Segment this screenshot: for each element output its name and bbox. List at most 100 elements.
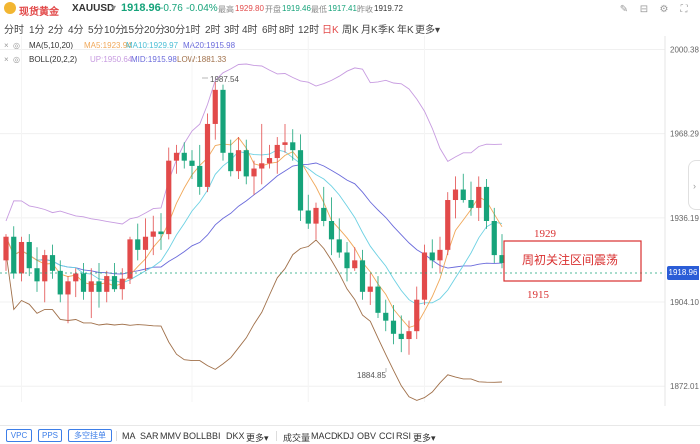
tab-0[interactable]: 分时 [4, 25, 24, 36]
sub-indicator-1[interactable]: MACD [311, 431, 338, 441]
boll-lower-line [5, 239, 503, 401]
tab-15[interactable]: 12时 [298, 25, 320, 36]
sub-indicator-6[interactable]: 更多▾ [413, 433, 436, 443]
boll-upper-line [5, 63, 503, 225]
sub-indicator-3[interactable]: OBV [357, 431, 377, 441]
tab-17[interactable]: 周K [342, 25, 359, 36]
main-indicator-5[interactable]: DKX [226, 431, 245, 441]
candle-body [367, 286, 373, 292]
tab-10[interactable]: 2时 [205, 25, 221, 36]
tab-4[interactable]: 5分 [88, 25, 104, 36]
sub-indicator-5[interactable]: RSI [396, 431, 412, 441]
open-label: 开盘 [265, 5, 281, 14]
eye-icon[interactable]: ◎ [13, 55, 20, 64]
tab-14[interactable]: 8时 [279, 25, 295, 36]
boll-label[interactable]: BOLL(20,2,2) [29, 55, 78, 64]
divider [116, 431, 117, 441]
tab-6[interactable]: 15分 [123, 25, 145, 36]
range-annotation-text: 周初关注区间震荡 [522, 252, 618, 267]
close-icon[interactable]: × [4, 55, 9, 64]
tab-2[interactable]: 2分 [48, 25, 64, 36]
bottom-button-0[interactable]: VPC [6, 429, 32, 442]
tab-12[interactable]: 4时 [242, 25, 258, 36]
y-tick-label: 2000.38 [670, 45, 699, 54]
sub-indicator-2[interactable]: KDJ [337, 431, 355, 441]
close-icon[interactable]: × [4, 41, 9, 50]
divider [276, 431, 277, 441]
tab-5[interactable]: 10分 [104, 25, 126, 36]
y-tick-label: 1968.29 [670, 130, 699, 139]
price-change: -0.76 [160, 3, 183, 14]
symbol-name[interactable]: 现货黄金 [19, 7, 59, 18]
tab-8[interactable]: 30分 [164, 25, 186, 36]
tab-1[interactable]: 1分 [29, 25, 45, 36]
candle-body [336, 239, 342, 253]
ma5-value: MA5:1923.94 [84, 41, 132, 50]
candle-body [460, 189, 466, 201]
settings-icon[interactable]: ⚙ [659, 4, 669, 15]
high-value: 1929.80 [235, 4, 264, 13]
y-tick-label: 1904.10 [670, 298, 699, 307]
low-label: 最低 [311, 5, 327, 14]
candle-body [212, 89, 218, 124]
main-indicator-1[interactable]: SAR [140, 431, 159, 441]
y-tick-label: 1936.19 [670, 214, 699, 223]
sub-indicator-0[interactable]: 成交量 [283, 433, 311, 443]
candle-body [421, 252, 428, 300]
last-price: 1918.96 [121, 2, 161, 14]
tab-19[interactable]: 季K [378, 25, 395, 36]
sub-indicator-4[interactable]: CCI [379, 431, 395, 441]
chevron-down-icon[interactable]: ▾ [111, 3, 117, 14]
main-indicator-3[interactable]: BOLL [183, 431, 207, 441]
bottom-button-2[interactable]: 多空挂单 [68, 429, 112, 442]
boll-legend: × ◎ BOLL(20,2,2) UP:1950.64 MID:1915.98 … [0, 54, 660, 68]
candle-body [11, 236, 17, 274]
eye-icon[interactable]: ◎ [13, 41, 20, 50]
bottom-button-1[interactable]: PPS [38, 429, 62, 442]
candle-body [282, 142, 288, 145]
tab-16[interactable]: 日K [322, 25, 339, 36]
candle-body [135, 239, 141, 250]
tab-13[interactable]: 6时 [262, 25, 278, 36]
main-indicator-2[interactable]: MMV [160, 431, 181, 441]
candle-body [344, 252, 350, 269]
ma-label[interactable]: MA(5,10,20) [29, 41, 74, 50]
main-indicator-6[interactable]: 更多▾ [246, 433, 269, 443]
tab-3[interactable]: 4分 [68, 25, 84, 36]
candle-body [18, 241, 25, 274]
symbol-code[interactable]: XAUUSD [72, 3, 115, 14]
candle-body [3, 236, 9, 261]
tab-21[interactable]: 更多▾ [415, 25, 441, 36]
fullscreen-icon[interactable]: ⛶ [680, 4, 688, 15]
main-indicator-0[interactable]: MA [122, 431, 136, 441]
tab-9[interactable]: 1时 [185, 25, 201, 36]
main-indicator-4[interactable]: BBI [206, 431, 221, 441]
candle-body [437, 249, 443, 261]
tab-18[interactable]: 月K [361, 25, 378, 36]
tab-7[interactable]: 20分 [144, 25, 166, 36]
range-annotation-box [503, 240, 642, 282]
candle-body [243, 150, 249, 177]
candle-body [65, 281, 71, 295]
candle-body [166, 160, 172, 235]
candle-body [228, 152, 234, 172]
tab-11[interactable]: 3时 [224, 25, 240, 36]
candle-body [321, 207, 327, 221]
candle-body [429, 252, 435, 261]
candle-body [491, 221, 497, 256]
ma-legend: × ◎ MA(5,10,20) MA5:1923.94 MA10:1929.97… [0, 40, 660, 54]
prev-close-value: 1919.72 [374, 4, 403, 13]
candle-body [266, 158, 273, 164]
y-tick-label: 1872.01 [670, 382, 699, 391]
period-low-label: 1884.85 [357, 371, 386, 380]
ruler-icon[interactable]: ⊟ [639, 4, 649, 15]
tab-20[interactable]: 年K [397, 25, 414, 36]
chevron-right-icon[interactable]: › [688, 160, 700, 210]
draw-tool-icon[interactable]: ✎ [619, 4, 629, 15]
candle-body [352, 260, 358, 269]
ma10-line [5, 149, 503, 305]
candle-body [181, 152, 187, 161]
bottom-toolbar: VPC PPS 多空挂单 MA SAR MMV BOLL BBI DKX 更多▾ 成交量 MACD KD… [0, 425, 700, 444]
candle-body [313, 207, 319, 224]
